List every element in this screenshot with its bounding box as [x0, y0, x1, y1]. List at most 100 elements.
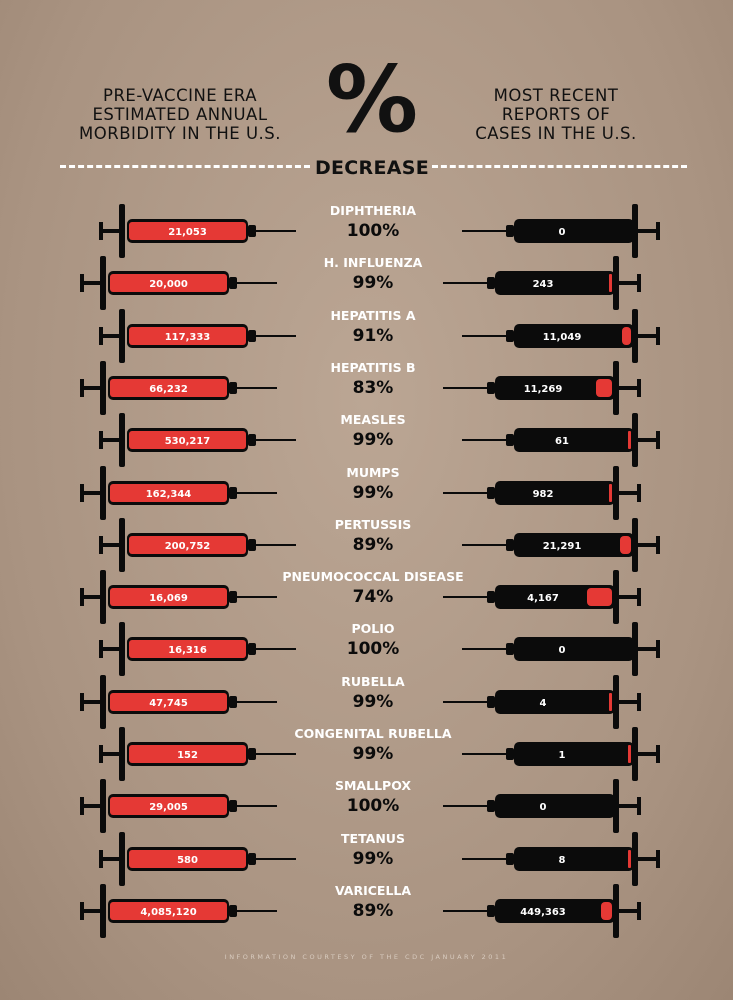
flange [119, 727, 125, 781]
plunger-cap [637, 797, 641, 815]
flange [119, 832, 125, 886]
disease-row: 200,752 21,291 PERTUSSIS 89% [99, 517, 660, 572]
fill-bar [110, 902, 227, 920]
needle [256, 753, 296, 755]
disease-row: 16,316 0 POLIO 100% [99, 621, 660, 676]
disease-row: 21,053 0 DIPHTHERIA 100% [99, 203, 660, 258]
hub [248, 434, 256, 446]
hub [487, 591, 495, 603]
fill-bar [110, 693, 227, 711]
disease-row: 47,745 4 RUBELLA 99% [80, 674, 641, 729]
fill-bar [129, 327, 246, 345]
decrease-percent: 83% [353, 378, 394, 398]
disease-name: MUMPS [346, 465, 399, 480]
fill-bar [628, 745, 631, 763]
barrel [495, 271, 615, 295]
hub [229, 487, 237, 499]
barrel [495, 481, 615, 505]
decrease-percent: 99% [353, 744, 394, 764]
recent-reports-header: MOST RECENT REPORTS OF CASES IN THE U.S. [446, 86, 666, 143]
plunger-rod [638, 752, 658, 756]
plunger-rod [619, 595, 639, 599]
plunger-rod [99, 857, 125, 861]
fill-bar [129, 536, 246, 554]
plunger-cap [656, 536, 660, 554]
recent-value: 4 [540, 698, 547, 709]
pre-vaccine-value: 152 [177, 750, 198, 761]
plunger-rod [638, 438, 658, 442]
flange [613, 466, 619, 520]
recent-value: 8 [559, 855, 566, 866]
needle [443, 282, 487, 284]
hub [248, 748, 256, 760]
pre-vaccine-value: 29,005 [149, 802, 188, 813]
needle [462, 230, 506, 232]
needle [237, 805, 277, 807]
pre-vaccine-value: 16,069 [149, 593, 188, 604]
fill-bar [601, 902, 612, 920]
disease-name: TETANUS [341, 831, 405, 846]
fill-bar [110, 484, 227, 502]
hub [506, 225, 514, 237]
flange [119, 204, 125, 258]
needle [256, 648, 296, 650]
barrel [495, 585, 615, 609]
plunger-cap [656, 431, 660, 449]
plunger-cap [637, 588, 641, 606]
decrease-percent: 74% [353, 587, 394, 607]
plunger-rod [99, 334, 125, 338]
fill-bar [110, 588, 227, 606]
plunger-rod [619, 386, 639, 390]
disease-row: 162,344 982 MUMPS 99% [80, 465, 641, 520]
plunger-rod [80, 909, 106, 913]
plunger-rod [638, 543, 658, 547]
pre-vaccine-value: 580 [177, 855, 198, 866]
needle [256, 439, 296, 441]
barrel [514, 847, 634, 871]
flange [100, 466, 106, 520]
barrel [514, 324, 634, 348]
hub [506, 539, 514, 551]
pre-vaccine-header-line-3: MORBIDITY IN THE U.S. [79, 124, 281, 143]
plunger-rod [638, 334, 658, 338]
plunger-rod [619, 281, 639, 285]
barrel [514, 428, 634, 452]
hub [506, 330, 514, 342]
needle [462, 335, 506, 337]
fill-bar [129, 640, 246, 658]
fill-bar [129, 850, 246, 868]
plunger-rod [80, 804, 106, 808]
recent-value: 11,049 [543, 332, 582, 343]
plunger-rod [619, 491, 639, 495]
needle [462, 544, 506, 546]
pre-vaccine-value: 47,745 [149, 698, 188, 709]
plunger-rod [80, 491, 106, 495]
pre-vaccine-value: 21,053 [168, 227, 207, 238]
disease-row: 16,069 4,167 PNEUMOCOCCAL DISEASE 74% [80, 569, 641, 624]
barrel [495, 690, 615, 714]
hub [506, 643, 514, 655]
disease-name: DIPHTHERIA [330, 203, 416, 218]
decrease-percent: 99% [353, 430, 394, 450]
flange [632, 832, 638, 886]
barrel [495, 376, 615, 400]
disease-name: VARICELLA [335, 883, 411, 898]
needle [443, 596, 487, 598]
hub [248, 539, 256, 551]
plunger-rod [99, 647, 125, 651]
fill-bar [628, 431, 631, 449]
fill-bar [129, 222, 246, 240]
plunger-cap [637, 693, 641, 711]
fill-bar [609, 693, 612, 711]
disease-row: 530,217 61 MEASLES 99% [99, 412, 660, 467]
recent-reports-header-line-2: REPORTS OF [501, 105, 611, 124]
pre-vaccine-header: PRE-VACCINE ERA ESTIMATED ANNUAL MORBIDI… [70, 86, 290, 143]
decrease-percent: 89% [353, 901, 394, 921]
fill-bar [596, 379, 612, 397]
plunger-cap [637, 379, 641, 397]
hub [248, 225, 256, 237]
hub [229, 382, 237, 394]
hub [487, 277, 495, 289]
hub [248, 853, 256, 865]
